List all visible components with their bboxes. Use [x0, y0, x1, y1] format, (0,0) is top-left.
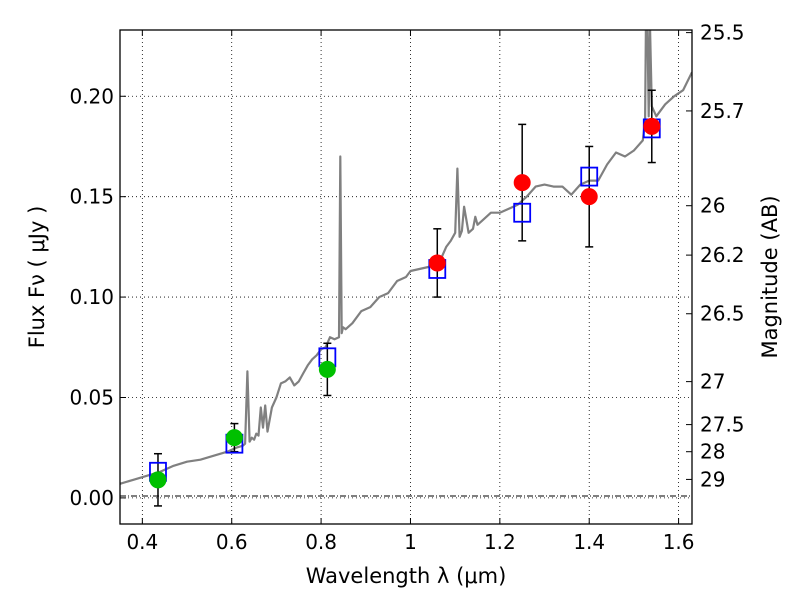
observed-point [428, 254, 446, 272]
circle-layer [149, 117, 661, 489]
y-tick-label: 0.00 [69, 486, 114, 510]
x-tick-label: 1.4 [573, 530, 605, 554]
observed-point [513, 174, 531, 192]
y2-tick-label: 29 [700, 467, 725, 491]
y-tick-label: 0.20 [69, 84, 114, 108]
x-tick-label: 1 [404, 530, 417, 554]
y2-tick-label: 25.5 [700, 21, 745, 45]
y-axis-label: Flux Fν ( μJy ) [25, 206, 49, 349]
plot-frame [119, 29, 693, 525]
x-tick-label: 1.6 [663, 530, 695, 554]
y2-tick-label: 26.5 [700, 302, 745, 326]
y2-tick-label: 27.5 [700, 413, 745, 437]
y2-tick-label: 27 [700, 370, 725, 394]
model-square-marker [580, 166, 599, 187]
y-tick-label: 0.05 [69, 385, 114, 409]
x-tick-label: 0.4 [126, 530, 158, 554]
observed-point [225, 429, 243, 447]
x-tick-label: 0.6 [216, 530, 248, 554]
x-tick-label: 1.2 [484, 530, 516, 554]
observed-point [149, 471, 167, 489]
model-square-marker [513, 202, 532, 223]
y2-tick-label: 26 [700, 194, 725, 218]
y-tick-label: 0.15 [69, 185, 114, 209]
y2-tick-label: 26.2 [700, 243, 745, 267]
spectrum-line [120, 30, 692, 485]
x-axis-label: Wavelength λ (μm) [306, 564, 507, 588]
y2-tick-label: 28 [700, 440, 725, 464]
y2-tick-label: 25.7 [700, 99, 745, 123]
observed-point [643, 117, 661, 135]
observed-point [580, 188, 598, 206]
spectrum-layer [120, 30, 692, 485]
axis-ticks [120, 30, 692, 524]
x-tick-label: 0.8 [305, 530, 337, 554]
y-tick-label: 0.10 [69, 285, 114, 309]
y2-axis-label: Magnitude (AB) [758, 195, 782, 358]
observed-point [318, 360, 336, 378]
